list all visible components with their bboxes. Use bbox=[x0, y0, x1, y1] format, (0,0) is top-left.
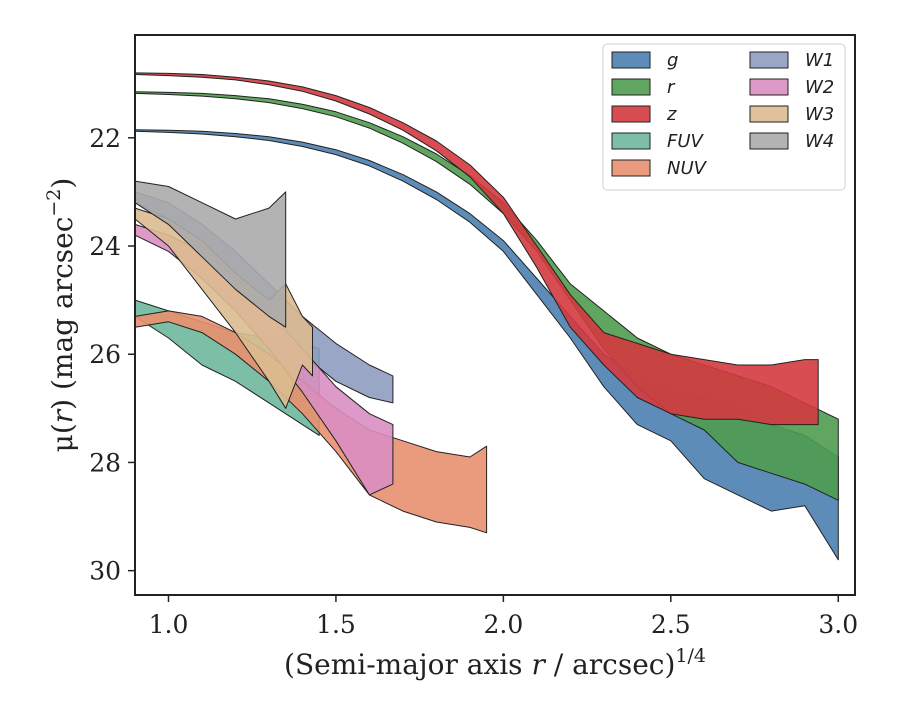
y-tick-label: 28 bbox=[89, 448, 121, 477]
x-tick-label: 1.0 bbox=[149, 610, 189, 639]
x-tick-label: 2.0 bbox=[483, 610, 523, 639]
y-tick-label: 22 bbox=[89, 124, 121, 153]
x-ticks: 1.0 1.5 2.0 2.5 3.0 bbox=[149, 595, 858, 639]
y-tick-label: 30 bbox=[89, 557, 121, 586]
bands-layer bbox=[134, 72, 839, 561]
legend-label-z: z bbox=[666, 104, 677, 125]
legend-label-fuv: FUV bbox=[667, 131, 705, 152]
legend-label-r: r bbox=[667, 77, 676, 98]
band-g bbox=[134, 129, 839, 561]
legend-label-w1: W1 bbox=[805, 50, 834, 71]
legend-label-nuv: NUV bbox=[667, 158, 708, 179]
legend-swatch-g bbox=[611, 51, 651, 69]
legend-swatch-r bbox=[611, 78, 651, 96]
legend-label-w4: W4 bbox=[805, 131, 834, 152]
legend-swatch-fuv bbox=[611, 132, 651, 150]
y-tick-label: 24 bbox=[89, 232, 121, 261]
legend-swatch-nuv bbox=[611, 159, 651, 177]
band-z bbox=[134, 72, 819, 426]
legend-swatch-w3 bbox=[749, 105, 789, 123]
legend-label-w2: W2 bbox=[805, 77, 834, 98]
legend-swatch-z bbox=[611, 105, 651, 123]
y-ticks: 22 24 26 28 30 bbox=[89, 124, 135, 586]
y-axis-label: μ(r) (mag arcsec−2) bbox=[43, 178, 79, 453]
legend-swatch-w4 bbox=[749, 132, 789, 150]
legend: grz FUV NUV W1 W2 W3 W4 bbox=[602, 43, 846, 191]
legend-label-w3: W3 bbox=[805, 104, 834, 125]
x-tick-label: 3.0 bbox=[818, 610, 858, 639]
x-axis-label: (Semi-major axis r / arcsec)1/4 bbox=[284, 645, 706, 681]
band-w4 bbox=[134, 180, 287, 328]
legend-swatch-w2 bbox=[749, 78, 789, 96]
plot-frame bbox=[134, 34, 856, 596]
y-tick-label: 26 bbox=[89, 340, 121, 369]
x-tick-label: 1.5 bbox=[316, 610, 356, 639]
legend-swatch-w1 bbox=[749, 51, 789, 69]
legend-label-g: g bbox=[667, 50, 678, 71]
x-tick-label: 2.5 bbox=[651, 610, 691, 639]
